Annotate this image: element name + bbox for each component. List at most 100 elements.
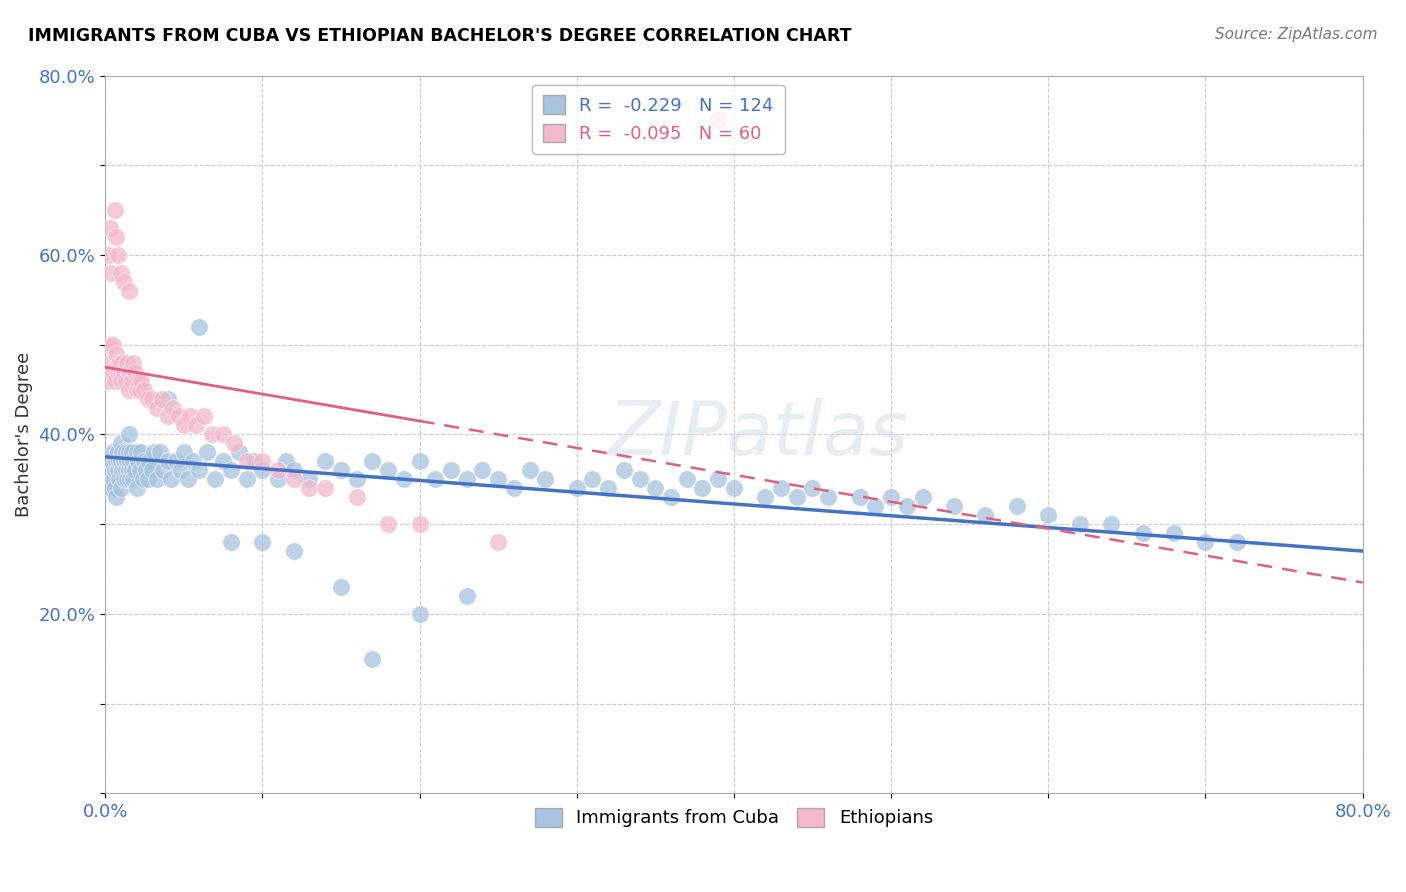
Point (181, 454, 204, 468)
Point (120, 454, 142, 468)
Point (274, 454, 297, 468)
Point (534, 472, 557, 486)
Point (173, 418, 195, 433)
Point (283, 472, 305, 486)
Point (127, 374, 149, 388)
Point (111, 445, 134, 459)
Point (141, 392, 163, 406)
Point (149, 445, 172, 459)
Point (118, 284, 141, 298)
Point (100, 266, 122, 280)
Point (581, 472, 603, 486)
Point (100, 356, 122, 370)
Point (134, 454, 156, 468)
Point (346, 490, 368, 504)
Point (193, 409, 215, 424)
Point (942, 500, 965, 514)
Legend: Immigrants from Cuba, Ethiopians: Immigrants from Cuba, Ethiopians (527, 801, 941, 835)
Point (118, 463, 141, 477)
Point (103, 463, 125, 477)
Point (228, 445, 250, 459)
Point (165, 454, 187, 468)
Text: IMMIGRANTS FROM CUBA VS ETHIOPIAN BACHELOR'S DEGREE CORRELATION CHART: IMMIGRANTS FROM CUBA VS ETHIOPIAN BACHEL… (28, 27, 852, 45)
Point (188, 463, 211, 477)
Point (298, 472, 321, 486)
Point (108, 454, 131, 468)
Point (786, 490, 808, 504)
Point (118, 427, 141, 442)
Point (112, 275, 135, 289)
Point (179, 409, 201, 424)
Point (105, 347, 128, 361)
Point (105, 454, 128, 468)
Point (121, 374, 143, 388)
Point (98, 481, 121, 495)
Point (346, 472, 368, 486)
Point (101, 472, 124, 486)
Point (659, 490, 682, 504)
Point (848, 490, 870, 504)
Point (440, 463, 463, 477)
Point (204, 472, 226, 486)
Point (122, 454, 145, 468)
Point (114, 374, 136, 388)
Point (186, 418, 208, 433)
Point (108, 356, 131, 370)
Point (267, 472, 290, 486)
Point (103, 203, 125, 218)
Point (519, 463, 541, 477)
Point (770, 481, 793, 495)
Point (100, 454, 122, 468)
Point (114, 463, 136, 477)
Point (628, 472, 651, 486)
Point (121, 463, 143, 477)
Point (112, 365, 135, 379)
Point (865, 500, 887, 514)
Text: Source: ZipAtlas.com: Source: ZipAtlas.com (1215, 27, 1378, 42)
Point (298, 481, 321, 495)
Point (135, 463, 157, 477)
Point (132, 472, 155, 486)
Point (122, 356, 145, 370)
Point (134, 383, 156, 397)
Point (167, 409, 190, 424)
Point (219, 463, 242, 477)
Point (122, 472, 145, 486)
Point (565, 481, 588, 495)
Point (131, 445, 153, 459)
Point (707, 113, 730, 128)
Point (131, 374, 153, 388)
Point (377, 517, 399, 532)
Point (115, 356, 138, 370)
Point (97, 463, 120, 477)
Point (177, 472, 200, 486)
Point (141, 463, 163, 477)
Point (107, 248, 129, 262)
Point (486, 472, 509, 486)
Point (136, 392, 159, 406)
Point (142, 445, 165, 459)
Point (169, 463, 191, 477)
Text: ZIPatlas: ZIPatlas (609, 399, 910, 470)
Point (283, 544, 305, 558)
Point (112, 472, 135, 486)
Point (252, 535, 274, 549)
Point (1132, 526, 1154, 541)
Point (110, 454, 132, 468)
Point (136, 472, 159, 486)
Point (110, 266, 132, 280)
Point (97, 248, 120, 262)
Point (675, 472, 697, 486)
Point (707, 472, 730, 486)
Point (201, 427, 224, 442)
Point (1038, 508, 1060, 523)
Point (111, 356, 134, 370)
Point (408, 517, 430, 532)
Point (115, 472, 138, 486)
Point (235, 454, 257, 468)
Point (408, 454, 430, 468)
Point (157, 409, 180, 424)
Point (103, 374, 125, 388)
Point (314, 481, 336, 495)
Point (392, 472, 415, 486)
